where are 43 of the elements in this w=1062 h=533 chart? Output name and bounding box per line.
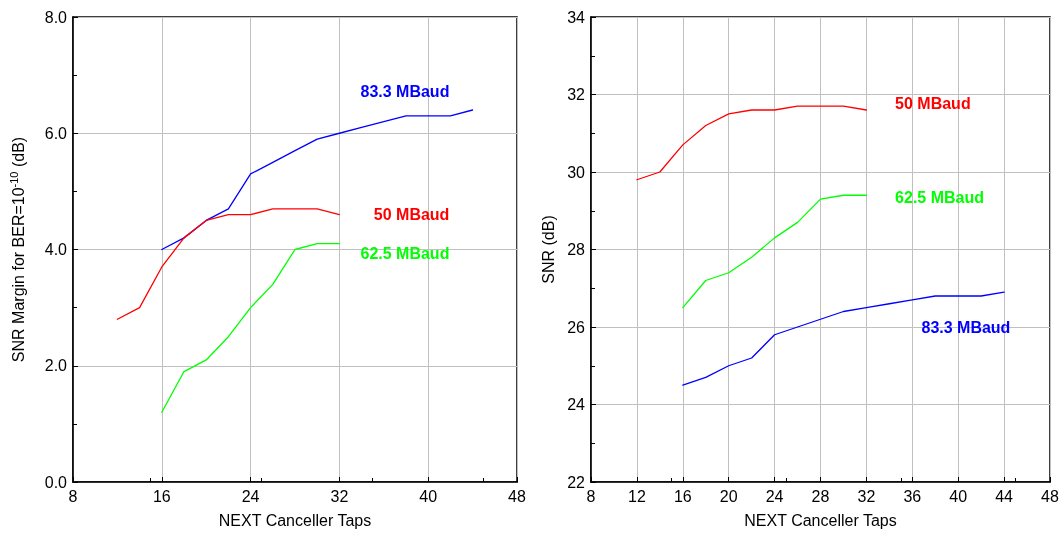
series-label: 62.5 MBaud: [360, 245, 450, 263]
x-tick-label: 44: [995, 487, 1014, 505]
line-series: [682, 194, 868, 309]
y-tick-label: 34: [567, 8, 586, 26]
text: 50 MBaud: [373, 206, 450, 224]
y-tick-label: 0.0: [44, 473, 68, 491]
y-tick-label: 24: [567, 396, 586, 413]
x-tick-label: 32: [857, 487, 876, 505]
x-tick-label: 8: [586, 487, 596, 505]
x-tick-label: 48: [508, 487, 526, 505]
y-tick-label: 8.0: [44, 8, 68, 26]
y-axis-title: SNR Margin for BER=10-10 (dB): [7, 136, 27, 363]
y-tick-label: 6.0: [44, 124, 68, 142]
y-tick-label: 22: [567, 473, 586, 491]
x-axis-title: NEXT Canceller Taps: [218, 511, 372, 529]
x-tick-label: 12: [628, 487, 646, 505]
series-label: 62.5 MBaud: [895, 189, 985, 207]
x-tick-label: 8: [68, 487, 78, 505]
x-tick-label: 16: [152, 487, 171, 505]
y-tick-label: 4.0: [44, 241, 68, 258]
x-tick-label: 36: [903, 487, 922, 505]
series-label: 83.3 MBaud: [921, 318, 1011, 336]
series-label: 83.3 MBaud: [360, 82, 450, 100]
x-tick-label: 24: [241, 487, 260, 505]
series-label: 50 MBaud: [895, 95, 971, 113]
line-series: [161, 243, 341, 413]
x-tick-label: 16: [673, 487, 692, 505]
x-tick-label: 24: [765, 487, 784, 505]
x-tick-label: 48: [1041, 487, 1059, 505]
x-tick-label: 40: [949, 487, 968, 505]
y-axis-title: SNR (dB): [539, 215, 557, 284]
line-series: [116, 208, 341, 320]
y-tick-label: 28: [567, 241, 586, 258]
line-series: [636, 105, 868, 181]
x-tick-label: 32: [330, 487, 349, 505]
x-axis-title: NEXT Canceller Taps: [744, 511, 897, 529]
y-tick-label: 2.0: [44, 357, 68, 375]
y-tick-label: 26: [567, 318, 586, 336]
x-tick-label: 40: [419, 487, 438, 505]
x-tick-label: 20: [719, 487, 738, 505]
y-tick-label: 30: [567, 163, 586, 181]
x-tick-label: 28: [811, 487, 830, 505]
y-tick-label: 32: [567, 86, 586, 103]
